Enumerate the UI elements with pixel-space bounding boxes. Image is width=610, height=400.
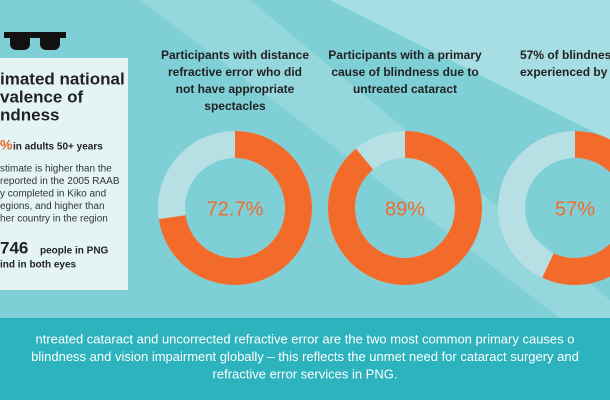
stripe [330, 0, 610, 140]
panel-title: ndness [0, 105, 60, 124]
panel-paragraph: her country in the region [0, 214, 108, 225]
donut-segment [158, 131, 312, 285]
left-panel [0, 58, 128, 290]
glasses-icon [4, 32, 66, 50]
panel-paragraph: y completed in Kiko and [0, 189, 106, 200]
donut-title: experienced by wo [520, 65, 610, 79]
donut-segment [328, 131, 483, 285]
footer-text: refractive error services in PNG. [213, 366, 398, 381]
donut-title: 57% of blindness [520, 48, 610, 62]
stat-number: % [0, 137, 13, 153]
donut-title: Participants with distance [161, 48, 309, 62]
donut-segment [542, 131, 610, 285]
stat-text: ind in both eyes [0, 260, 77, 271]
panel-paragraph: stimate is higher than the [0, 164, 112, 175]
footer-text: blindness and vision impairment globally… [31, 349, 579, 364]
donut-label: 72.7% [207, 198, 264, 220]
donut-label: 57% [555, 198, 595, 220]
donut-title: spectacles [204, 99, 266, 113]
stat-text: in adults 50+ years [13, 142, 103, 153]
stat-text: people in PNG [40, 246, 109, 257]
panel-paragraph: reported in the 2005 RAAB [0, 176, 120, 187]
donut-title: not have appropriate [176, 82, 295, 96]
donut-title: Participants with a primary [328, 48, 482, 62]
donut-title: untreated cataract [353, 82, 457, 96]
panel-title: imated national [0, 69, 125, 88]
donut-label: 89% [385, 198, 425, 220]
footer-text: ntreated cataract and uncorrected refrac… [35, 331, 574, 346]
panel-paragraph: egions, and higher than [0, 201, 105, 212]
donut-title: refractive error who did [168, 65, 302, 79]
footer-band [0, 318, 610, 400]
panel-title: valence of [0, 87, 83, 106]
donut-title: cause of blindness due to [331, 65, 478, 79]
stat-number: 746 [0, 238, 28, 257]
